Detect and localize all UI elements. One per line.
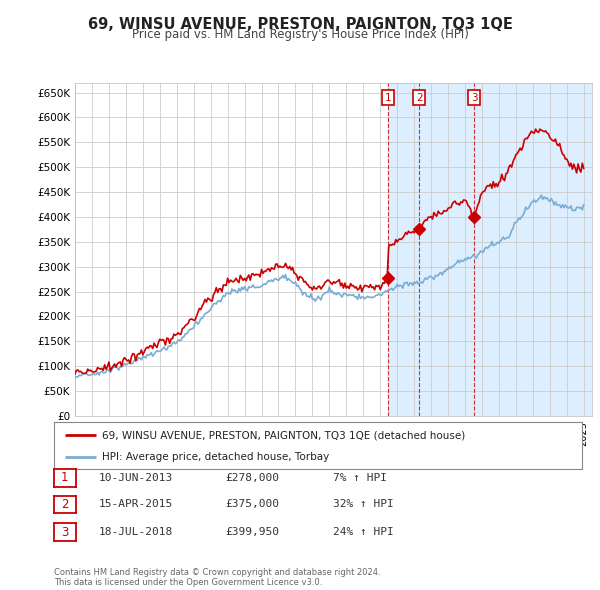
- Text: 7% ↑ HPI: 7% ↑ HPI: [333, 473, 387, 483]
- Text: 10-JUN-2013: 10-JUN-2013: [99, 473, 173, 483]
- Text: 18-JUL-2018: 18-JUL-2018: [99, 527, 173, 537]
- Text: Price paid vs. HM Land Registry's House Price Index (HPI): Price paid vs. HM Land Registry's House …: [131, 28, 469, 41]
- Text: 3: 3: [471, 93, 478, 103]
- Text: £375,000: £375,000: [225, 500, 279, 509]
- Text: Contains HM Land Registry data © Crown copyright and database right 2024.
This d: Contains HM Land Registry data © Crown c…: [54, 568, 380, 587]
- Text: 32% ↑ HPI: 32% ↑ HPI: [333, 500, 394, 509]
- Text: 24% ↑ HPI: 24% ↑ HPI: [333, 527, 394, 537]
- Text: 1: 1: [385, 93, 391, 103]
- Text: £399,950: £399,950: [225, 527, 279, 537]
- Text: 2: 2: [61, 498, 68, 511]
- Text: 15-APR-2015: 15-APR-2015: [99, 500, 173, 509]
- Text: 3: 3: [61, 526, 68, 539]
- Text: 69, WINSU AVENUE, PRESTON, PAIGNTON, TQ3 1QE (detached house): 69, WINSU AVENUE, PRESTON, PAIGNTON, TQ3…: [101, 430, 465, 440]
- Text: £278,000: £278,000: [225, 473, 279, 483]
- Bar: [388, 83, 600, 416]
- Text: 69, WINSU AVENUE, PRESTON, PAIGNTON, TQ3 1QE: 69, WINSU AVENUE, PRESTON, PAIGNTON, TQ3…: [88, 17, 512, 31]
- Text: 2: 2: [416, 93, 422, 103]
- Text: HPI: Average price, detached house, Torbay: HPI: Average price, detached house, Torb…: [101, 453, 329, 462]
- Text: 1: 1: [61, 471, 68, 484]
